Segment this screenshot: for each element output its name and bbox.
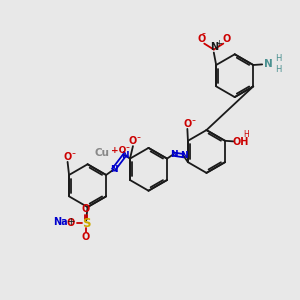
Text: +: + <box>67 217 76 227</box>
Text: -: - <box>202 28 206 38</box>
Text: H: H <box>244 130 249 139</box>
Text: O: O <box>197 34 206 44</box>
Text: S: S <box>82 217 90 230</box>
Text: N: N <box>121 151 128 160</box>
Text: O: O <box>129 136 137 146</box>
Text: Cu: Cu <box>94 148 109 158</box>
Text: O: O <box>183 119 191 129</box>
Text: O: O <box>63 152 72 162</box>
Text: -: - <box>126 142 130 152</box>
Text: N: N <box>180 151 187 160</box>
Text: -: - <box>191 115 195 125</box>
Text: +: + <box>215 38 222 47</box>
Text: H: H <box>275 65 282 74</box>
Text: N: N <box>170 150 177 159</box>
Text: +O: +O <box>111 146 127 155</box>
Text: OH: OH <box>232 137 249 147</box>
Text: N: N <box>110 165 117 174</box>
Text: -: - <box>71 148 76 158</box>
Text: O: O <box>222 34 230 44</box>
Text: H: H <box>275 54 282 63</box>
Text: Na: Na <box>53 217 68 227</box>
Text: N: N <box>210 43 218 52</box>
Text: -: - <box>137 132 141 142</box>
Text: N: N <box>264 58 273 68</box>
Text: O: O <box>82 204 90 214</box>
Text: O: O <box>67 218 75 228</box>
Text: O: O <box>82 232 90 242</box>
